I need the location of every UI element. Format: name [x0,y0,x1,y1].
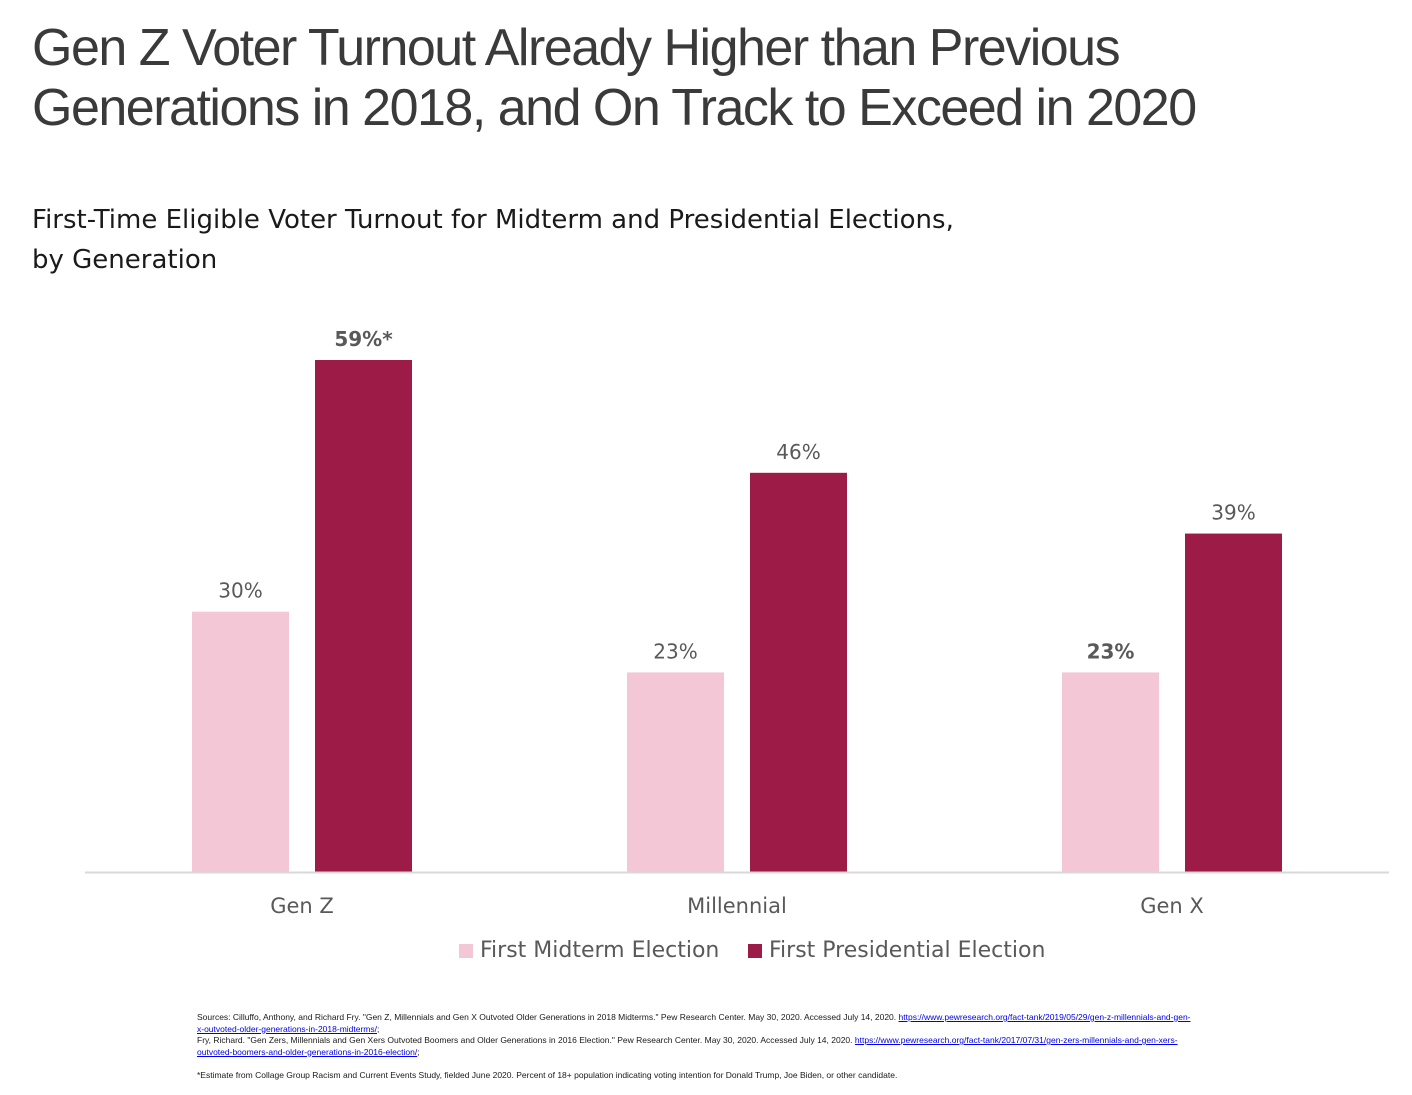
source-1-link[interactable]: https://www.pewresearch.org/fact-tank/20… [197,1012,1191,1034]
bar-midterm-millennial [627,672,724,872]
bar-midterm-gen-x [1062,672,1159,872]
data-label-presidential-gen-z: 59%* [334,327,393,351]
legend-swatch-presidential [748,943,762,958]
category-label-millennial: Millennial [687,894,787,918]
source-2-text: Fry, Richard. "Gen Zers, Millennials and… [197,1035,855,1045]
source-2: Fry, Richard. "Gen Zers, Millennials and… [197,1035,1178,1057]
category-label-gen-z: Gen Z [270,894,334,918]
bar-presidential-gen-z [315,360,412,872]
chart-legend: First Midterm Election First Presidentia… [0,938,1412,972]
legend-item-presidential: First Presidential Election [748,938,1045,963]
bar-midterm-gen-z [192,611,289,872]
subtitle-line-2: by Generation [32,245,218,275]
legend-swatch-midterm [459,943,473,958]
bar-presidential-millennial [750,472,847,872]
legend-label-midterm: First Midterm Election [480,938,720,963]
estimate-footnote: *Estimate from Collage Group Racism and … [197,1070,898,1080]
category-label-gen-x: Gen X [1140,894,1204,918]
source-1: Sources: Cilluffo, Anthony, and Richard … [197,1012,1191,1034]
data-label-presidential-gen-x: 39% [1211,501,1255,525]
source-2-link[interactable]: https://www.pewresearch.org/fact-tank/20… [197,1035,1178,1057]
legend-item-midterm: First Midterm Election [459,938,719,963]
sources-note: Sources: Cilluffo, Anthony, and Richard … [197,1012,1197,1082]
data-label-midterm-gen-x: 23% [1087,639,1135,663]
data-label-midterm-millennial: 23% [653,639,697,663]
chart-title: Gen Z Voter Turnout Already Higher than … [32,19,1197,137]
chart-subtitle: First-Time Eligible Voter Turnout for Mi… [32,200,1132,280]
data-label-midterm-gen-z: 30% [218,579,262,603]
subtitle-line-1: First-Time Eligible Voter Turnout for Mi… [32,205,954,235]
legend-label-presidential: First Presidential Election [769,938,1046,963]
data-label-presidential-millennial: 46% [776,440,820,464]
bar-presidential-gen-x [1185,533,1282,872]
source-1-text: Sources: Cilluffo, Anthony, and Richard … [197,1012,899,1022]
